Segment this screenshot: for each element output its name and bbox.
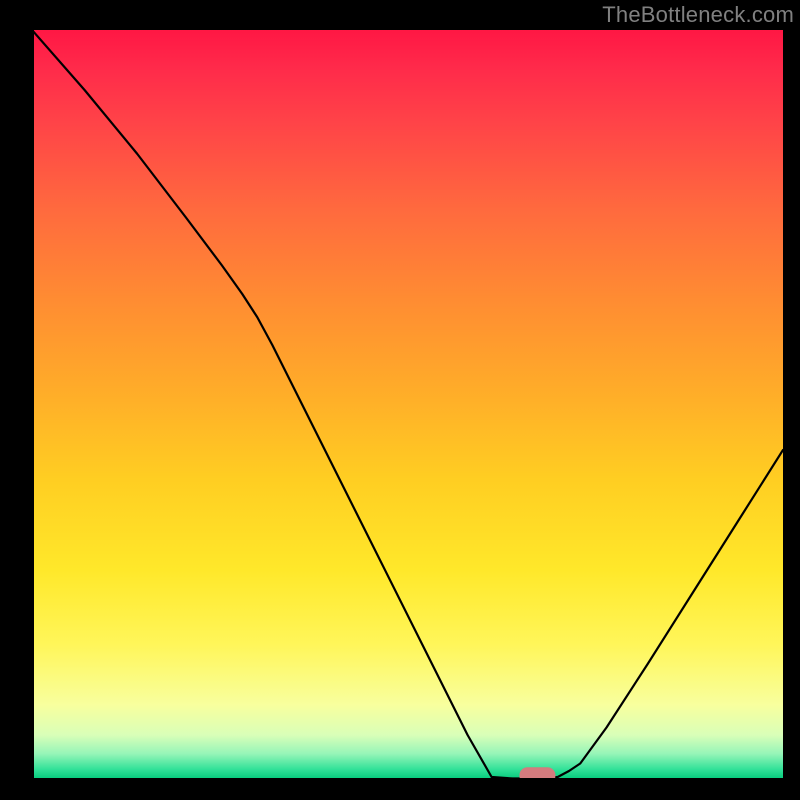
plot-area <box>32 30 783 780</box>
axes-border <box>32 30 783 780</box>
watermark-text: TheBottleneck.com <box>602 2 794 28</box>
chart-root: TheBottleneck.com <box>0 0 800 800</box>
